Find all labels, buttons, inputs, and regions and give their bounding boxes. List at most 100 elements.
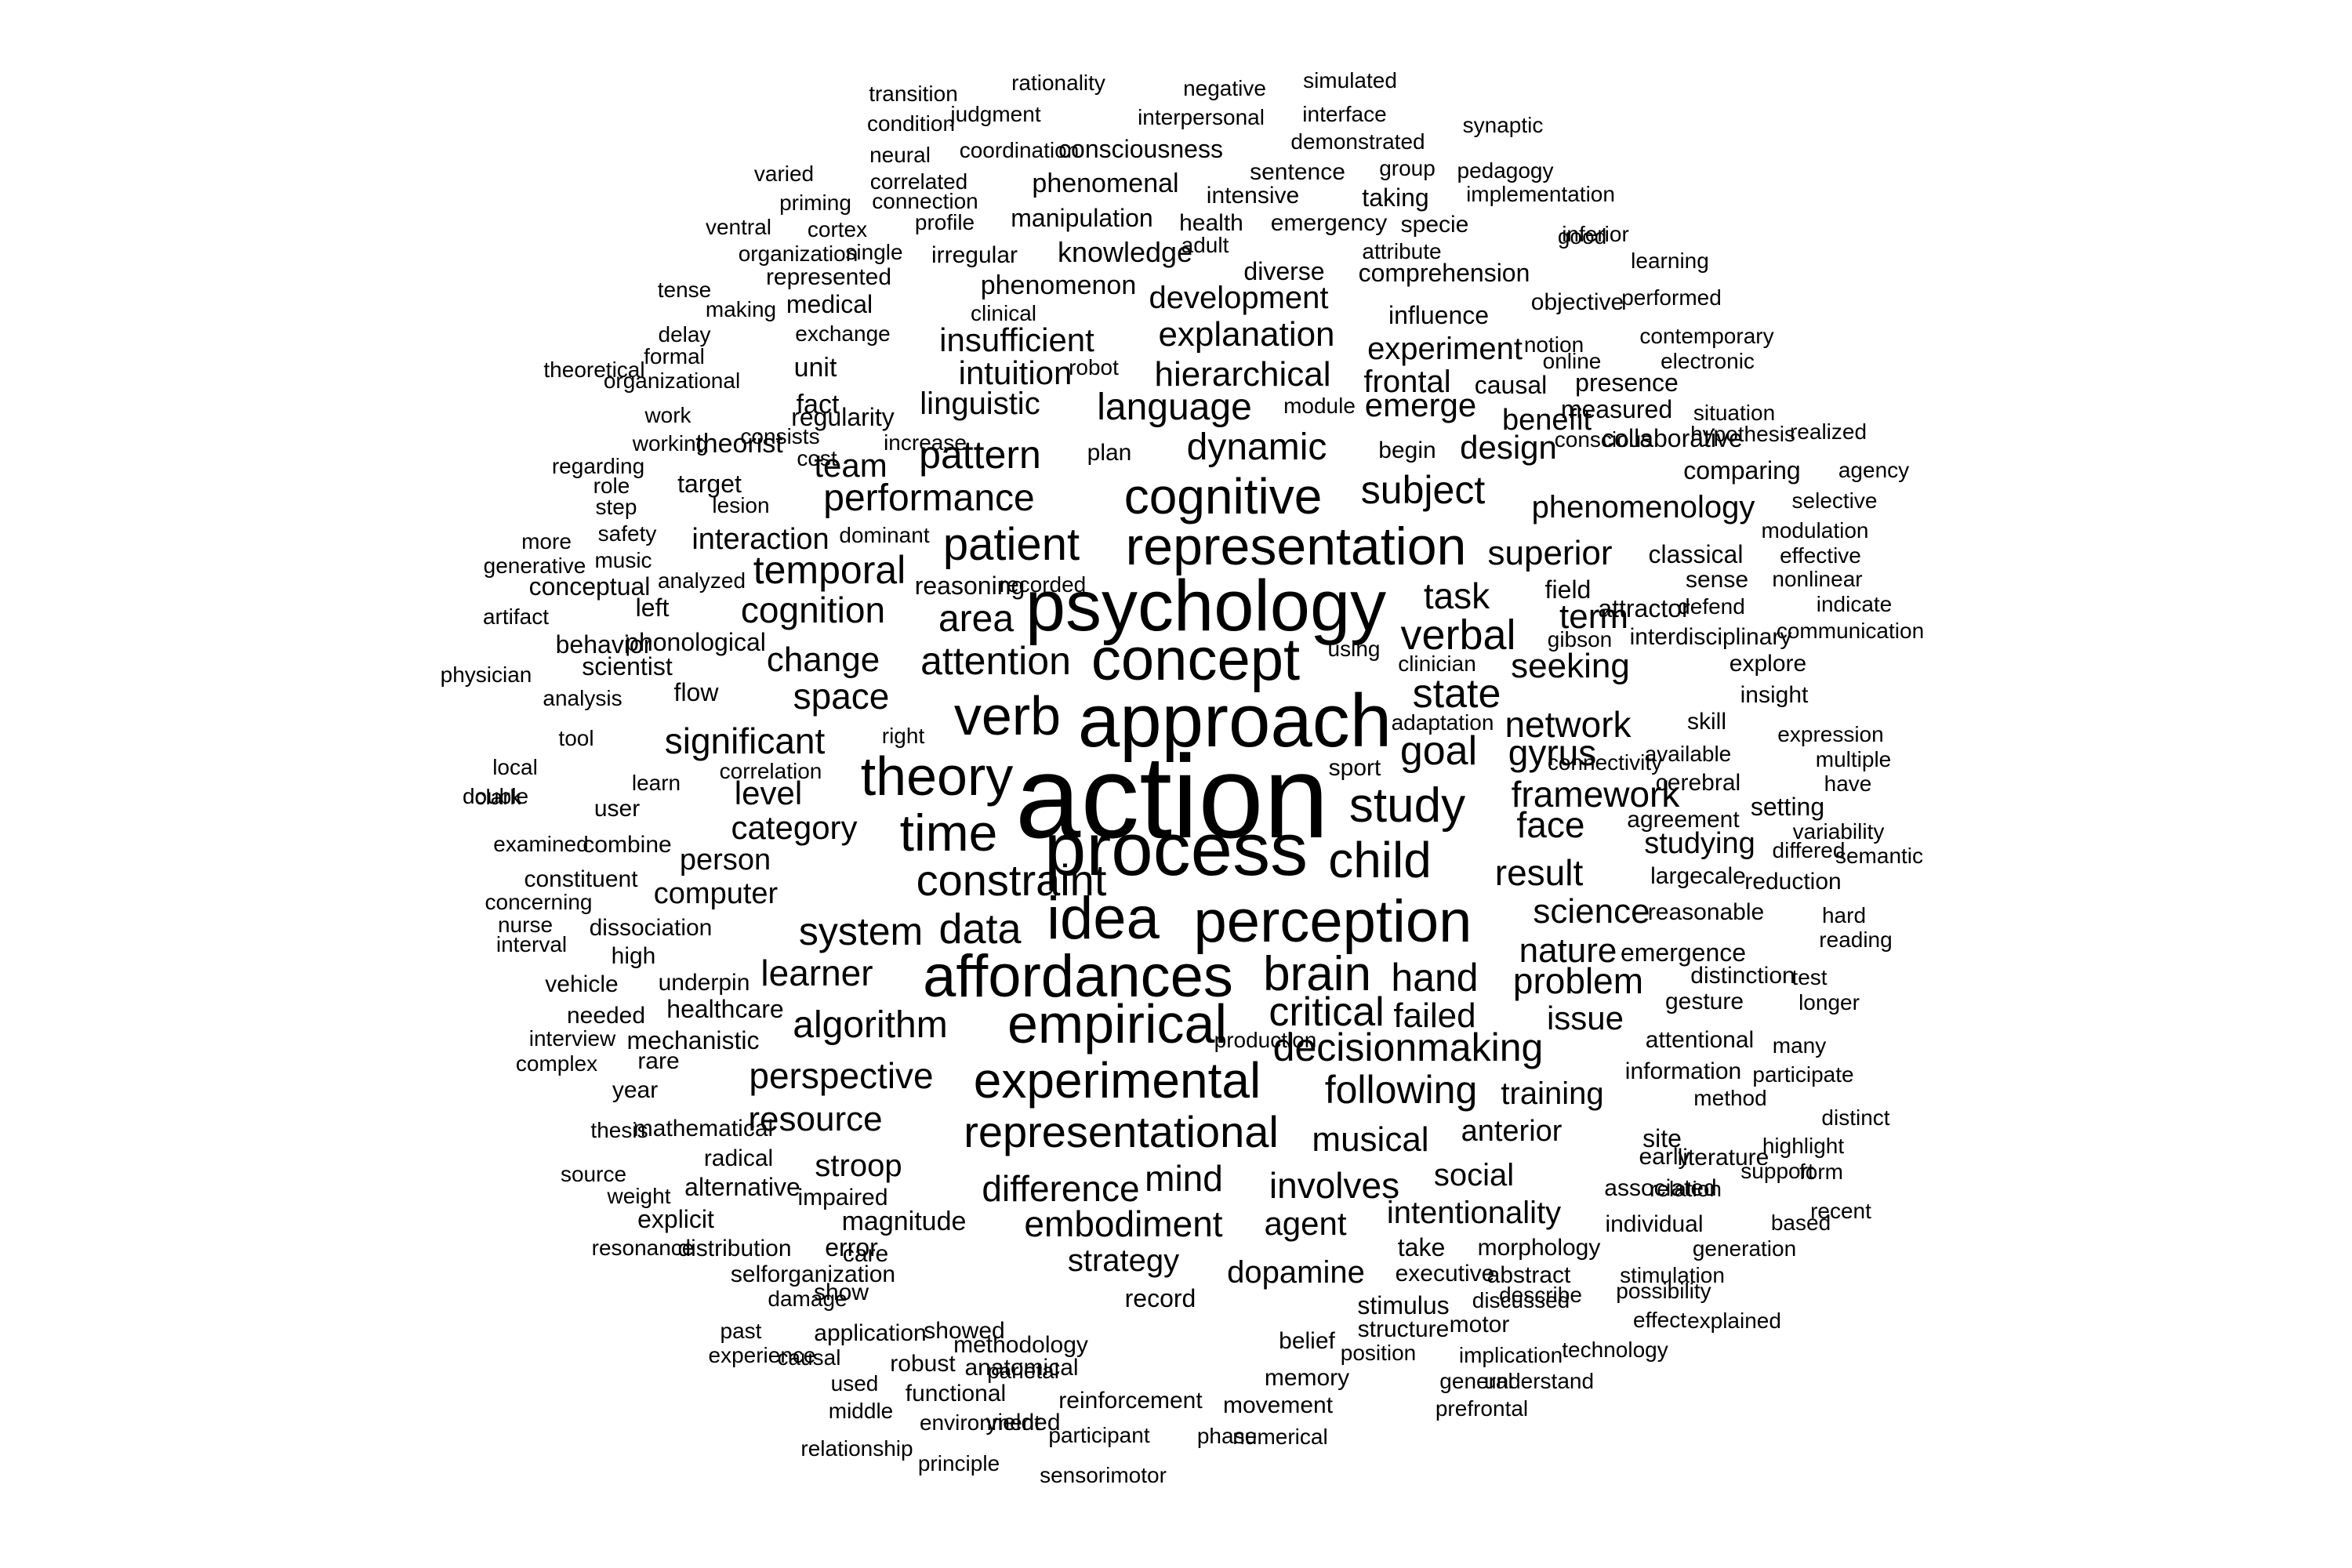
cloud-word: information <box>1624 1058 1742 1084</box>
cloud-word: mind <box>1145 1158 1223 1199</box>
cloud-word: synaptic <box>1462 113 1544 137</box>
cloud-word: influence <box>1388 301 1490 329</box>
cloud-word: empirical <box>1007 993 1228 1054</box>
cloud-word: needed <box>566 1003 646 1029</box>
cloud-word: record <box>1124 1284 1196 1312</box>
cloud-word: local <box>492 755 538 779</box>
cloud-word: parietal <box>987 1359 1059 1383</box>
cloud-word: state <box>1412 671 1501 717</box>
cloud-word: conceptual <box>528 572 651 601</box>
cloud-word: health <box>1179 210 1243 236</box>
cloud-word: participant <box>1048 1423 1150 1447</box>
cloud-word: general <box>1439 1369 1513 1393</box>
cloud-word: executive <box>1395 1261 1495 1287</box>
cloud-word: hierarchical <box>1154 355 1331 394</box>
cloud-word: presence <box>1575 368 1679 397</box>
cloud-word: transition <box>869 82 958 106</box>
cloud-word: verbal <box>1400 612 1516 659</box>
cloud-word: neural <box>869 143 931 167</box>
cloud-word: source <box>560 1162 627 1186</box>
cloud-word: action <box>1014 731 1330 862</box>
cloud-word: user <box>593 796 641 822</box>
cloud-word: behavior <box>555 630 652 659</box>
cloud-word: clark <box>474 785 521 809</box>
cloud-word: clinician <box>1398 652 1476 676</box>
cloud-word: comprehension <box>1358 259 1530 287</box>
cloud-word: differed <box>1772 838 1846 862</box>
cloud-word: explanation <box>1158 315 1335 354</box>
cloud-word: regularity <box>791 403 895 431</box>
cloud-word: knowledge <box>1057 236 1193 268</box>
cloud-word: pattern <box>919 433 1041 477</box>
cloud-word: hard <box>1821 903 1867 927</box>
cloud-word: indicate <box>1816 592 1893 616</box>
cloud-word: generation <box>1692 1236 1797 1261</box>
cloud-word: defend <box>1678 594 1745 619</box>
cloud-word: combine <box>583 832 672 858</box>
cloud-word: issue <box>1546 1000 1624 1036</box>
cloud-word: collaborative <box>1602 424 1743 452</box>
cloud-word: work <box>644 403 691 427</box>
cloud-word: resonance <box>591 1236 695 1260</box>
cloud-word: explained <box>1687 1308 1781 1333</box>
cloud-word: sensorimotor <box>1040 1463 1167 1487</box>
cloud-word: constituent <box>524 866 638 892</box>
cloud-word: learning <box>1631 249 1709 273</box>
cloud-word: sense <box>1685 567 1749 593</box>
cloud-word: movement <box>1222 1392 1334 1418</box>
cloud-word: embodiment <box>1024 1203 1223 1244</box>
cloud-word: sport <box>1328 755 1381 781</box>
cloud-word: attentional <box>1645 1027 1755 1053</box>
cloud-word: interdisciplinary <box>1629 624 1792 650</box>
cloud-word: superior <box>1487 534 1613 572</box>
cloud-word: explore <box>1729 651 1807 677</box>
cloud-word: interval <box>495 932 568 956</box>
cloud-word: cost <box>797 446 837 470</box>
cloud-word: simulated <box>1303 68 1397 93</box>
cloud-word: generative <box>483 554 586 578</box>
cloud-word: realized <box>1789 419 1867 444</box>
cloud-word: contemporary <box>1639 324 1774 348</box>
cloud-word: communication <box>1776 619 1925 643</box>
cloud-word: social <box>1433 1158 1515 1192</box>
cloud-word: interface <box>1302 102 1387 126</box>
cloud-word: performance <box>823 477 1035 519</box>
cloud-word: tense <box>657 278 712 302</box>
cloud-word: distinct <box>1821 1105 1890 1130</box>
cloud-word: methodology <box>953 1332 1088 1358</box>
cloud-word: learner <box>760 953 873 993</box>
cloud-word: distribution <box>677 1236 792 1261</box>
cloud-word: theorist <box>695 429 783 459</box>
cloud-word: cognition <box>740 590 886 630</box>
cloud-word: intentionality <box>1386 1196 1562 1230</box>
cloud-word: linguistic <box>920 387 1040 421</box>
cloud-word: phenomenal <box>1032 169 1179 198</box>
cloud-word: agreement <box>1627 807 1740 833</box>
cloud-word: care <box>842 1241 889 1267</box>
cloud-word: delay <box>658 322 711 347</box>
cloud-word: unit <box>793 353 837 383</box>
cloud-word: exchange <box>795 321 891 346</box>
cloud-word: begin <box>1378 437 1436 463</box>
cloud-word: agency <box>1838 458 1910 482</box>
cloud-word: reasonable <box>1647 899 1765 925</box>
cloud-word: profile <box>914 210 975 234</box>
cloud-word: describe <box>1499 1283 1582 1307</box>
cloud-word: structure <box>1357 1316 1450 1342</box>
cloud-word: flow <box>673 678 719 706</box>
cloud-word: analyzed <box>657 568 746 593</box>
cloud-word: sentence <box>1250 159 1345 185</box>
cloud-word: lesion <box>712 493 770 517</box>
cloud-word: measured <box>1560 395 1673 423</box>
cloud-word: temporal <box>753 548 906 592</box>
cloud-word: effect <box>1633 1308 1686 1332</box>
cloud-word: form <box>1799 1160 1843 1184</box>
cloud-word: explicit <box>637 1205 714 1233</box>
cloud-word: left <box>635 593 670 622</box>
cloud-word: recorded <box>999 572 1087 597</box>
cloud-word: highlight <box>1762 1134 1845 1158</box>
cloud-word: correlated <box>869 169 968 194</box>
cloud-word: failed <box>1393 996 1476 1035</box>
cloud-word: stroop <box>815 1149 902 1183</box>
